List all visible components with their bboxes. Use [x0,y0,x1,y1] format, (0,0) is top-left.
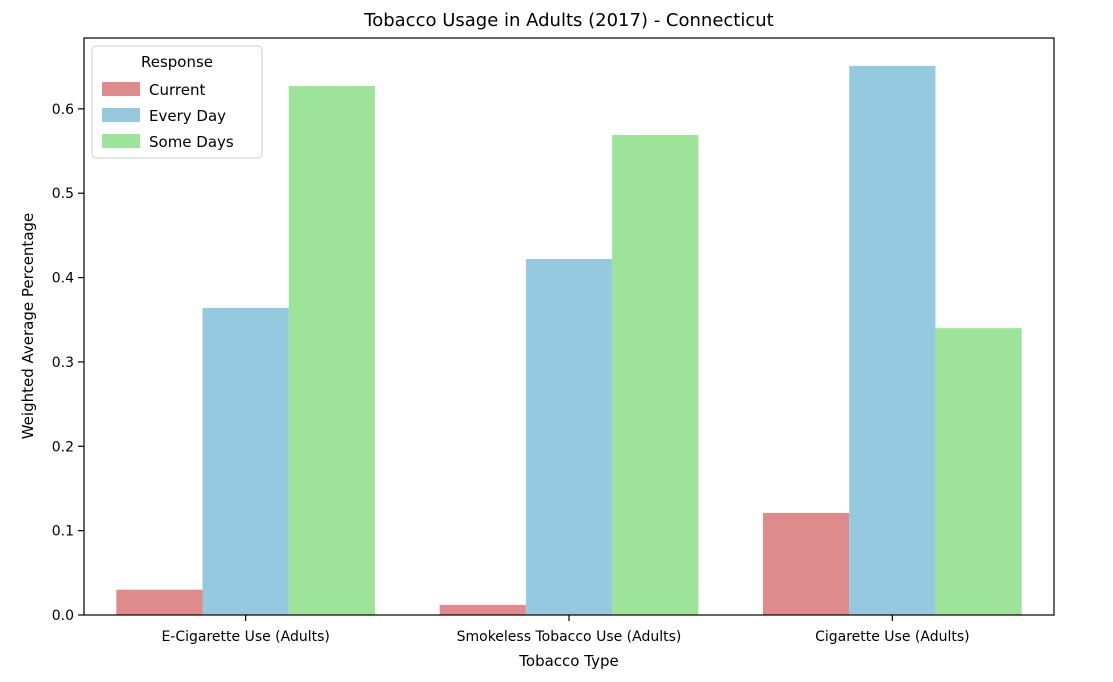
y-axis-label: Weighted Average Percentage [19,213,37,440]
bar-some-days-2 [935,328,1022,615]
legend-box [91,45,263,159]
x-tick-label: Cigarette Use (Adults) [815,629,970,645]
bar-some-days-1 [612,135,699,615]
y-tick-label: 0.3 [52,355,74,371]
legend-entry: Current [149,81,205,99]
plot-frame [83,37,1055,616]
legend: Response Current Every Day Some Days [91,45,263,159]
x-tick-label: Smokeless Tobacco Use (Adults) [457,629,682,645]
y-tick-label: 0.5 [52,186,74,202]
bar-every-day-2 [849,65,936,616]
bar-current-0 [116,589,203,615]
bar-current-2 [763,512,850,615]
chart-title: Tobacco Usage in Adults (2017) - Connect… [363,10,773,31]
y-tick-label: 0.6 [52,102,74,118]
legend-swatch [102,108,140,122]
y-axis: 0.0 0.1 0.2 0.3 0.4 0.5 0.6 [52,102,84,624]
x-axis: E-Cigarette Use (Adults) Smokeless Tobacc… [161,615,970,645]
legend-title: Response [141,53,213,71]
legend-swatch [102,82,140,96]
bar-every-day-1 [525,259,613,615]
legend-entry: Some Days [149,133,234,151]
y-tick-label: 0.2 [52,439,74,455]
bar-current-1 [439,604,526,615]
x-axis-label: Tobacco Type [518,652,618,670]
plot-area [116,65,1022,616]
legend-swatch [102,134,140,148]
y-tick-label: 0.0 [52,608,74,624]
x-tick-label: E-Cigarette Use (Adults) [161,629,329,645]
y-tick-label: 0.4 [52,271,74,287]
bar-every-day-0 [202,307,289,615]
y-tick-label: 0.1 [52,524,74,540]
bar-some-days-0 [288,86,375,616]
legend-entry: Every Day [149,107,226,125]
